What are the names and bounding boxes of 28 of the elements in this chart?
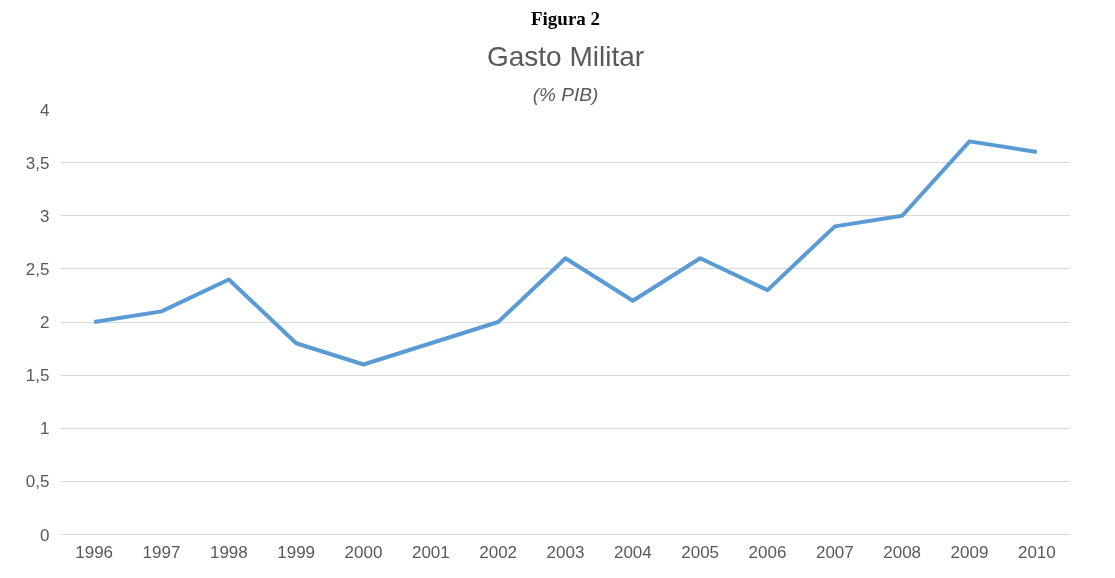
x-tick-label: 2008 [883, 542, 922, 562]
y-tick-label: 1 [40, 419, 50, 439]
x-tick-label: 1999 [277, 542, 316, 562]
y-tick-label: 0 [40, 525, 50, 545]
x-tick-label: 2009 [950, 542, 989, 562]
x-tick-label: 2006 [748, 542, 787, 562]
y-tick-label: 2,5 [25, 259, 50, 279]
line-series [92, 139, 1039, 367]
text: Figura 2 [530, 7, 601, 29]
x-tick-label: 2005 [681, 542, 720, 562]
x-tick-label: 2007 [815, 542, 854, 562]
x-tick-label: 2003 [546, 542, 585, 562]
x-tick-label: 2004 [613, 542, 652, 562]
x-tick-label: 1998 [209, 542, 248, 562]
y-tick-label: 0,5 [25, 472, 50, 492]
y-tick-label: 3 [40, 206, 50, 226]
x-tick-label: 2010 [1017, 542, 1056, 562]
x-tick-label: 1996 [75, 542, 114, 562]
x-tick-label: 2002 [479, 542, 518, 562]
chart-title: Gasto Militar [486, 40, 645, 72]
x-tick-label: 1997 [142, 542, 181, 562]
chart-subtitle: (% PIB) [532, 83, 599, 105]
y-tick-label: 4 [40, 100, 50, 120]
y-tick-label: 1,5 [25, 366, 50, 386]
y-tick-label: 3,5 [25, 153, 50, 173]
x-tick-label: 2000 [344, 542, 383, 562]
y-tick-label: 2 [40, 313, 50, 332]
x-tick-label: 2001 [411, 542, 450, 562]
